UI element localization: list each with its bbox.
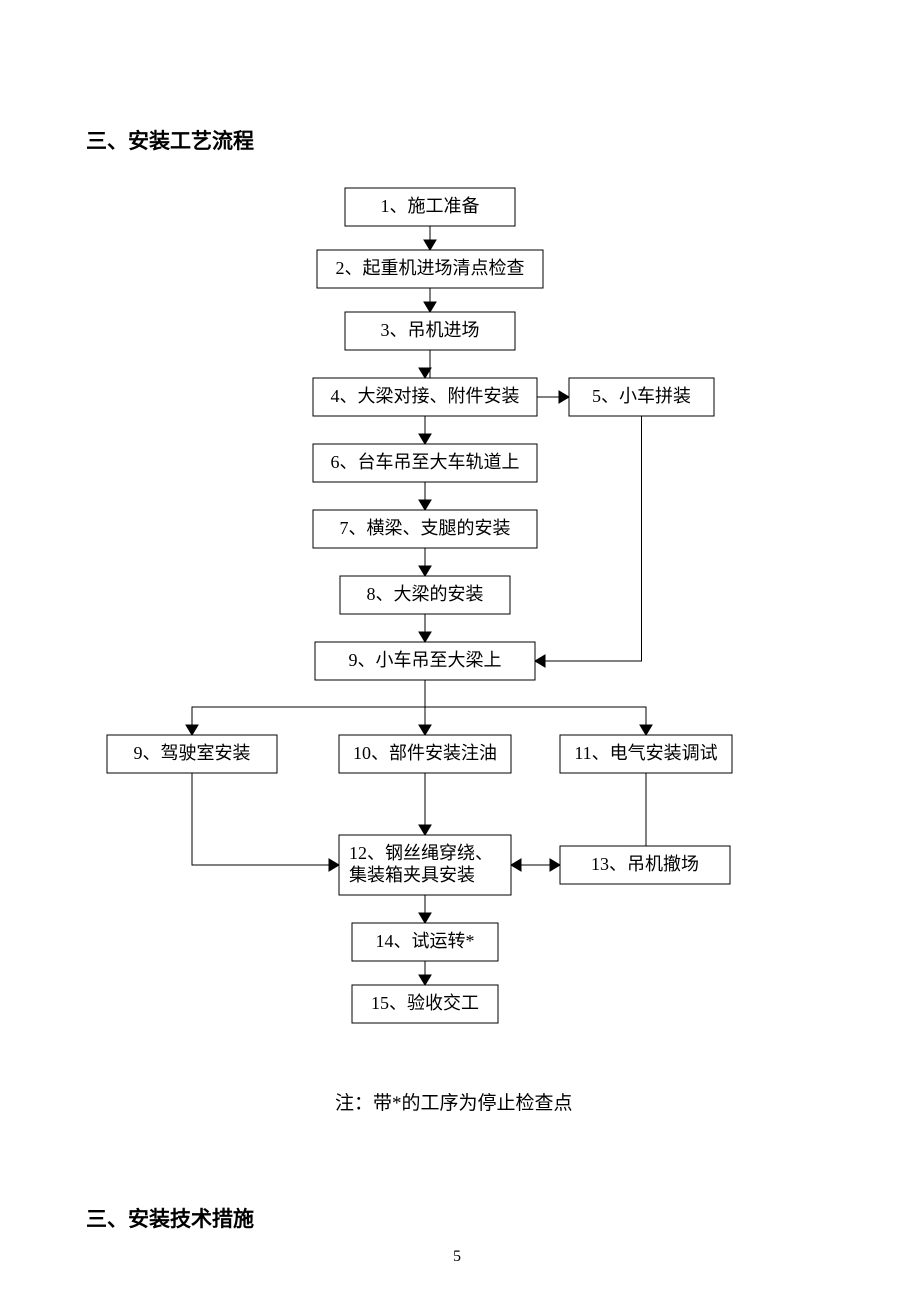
flow-node-label-n9: 9、小车吊至大梁上 bbox=[349, 650, 502, 670]
flow-node-label-n10: 10、部件安装注油 bbox=[353, 743, 497, 763]
page: 三、安装工艺流程 1、施工准备2、起重机进场清点检查3、吊机进场4、大梁对接、附… bbox=[0, 0, 920, 1302]
flow-node-label-n15: 15、验收交工 bbox=[371, 993, 479, 1013]
flow-node-label-n2: 2、起重机进场清点检查 bbox=[336, 258, 525, 278]
flow-node-label-n12-l1: 12、钢丝绳穿绕、 bbox=[349, 843, 493, 863]
flow-node-label-n12-l2: 集装箱夹具安装 bbox=[349, 865, 475, 885]
page-number: 5 bbox=[453, 1248, 461, 1266]
flow-node-label-n7: 7、横梁、支腿的安装 bbox=[340, 518, 511, 538]
flow-node-label-n1: 1、施工准备 bbox=[381, 196, 480, 216]
footnote: 注：带*的工序为停止检查点 bbox=[335, 1088, 573, 1115]
flow-node-label-n3: 3、吊机进场 bbox=[381, 320, 480, 340]
flow-node-label-n14: 14、试运转* bbox=[376, 931, 475, 951]
flow-node-label-n8: 8、大梁的安装 bbox=[367, 584, 484, 604]
flowchart-svg: 1、施工准备 2、起重机进场清点检查 3、吊机进场 4、大梁对接、附件安装 5、小车拼装… bbox=[0, 0, 920, 1100]
flow-node-label-n9b: 9、驾驶室安装 bbox=[134, 743, 251, 763]
section-heading-measures: 三、安装技术措施 bbox=[86, 1203, 254, 1233]
flow-node-label-n11: 11、电气安装调试 bbox=[574, 743, 717, 763]
flow-node-label-n4: 4、大梁对接、附件安装 bbox=[331, 386, 520, 406]
flow-node-label-n6: 6、台车吊至大车轨道上 bbox=[331, 452, 520, 472]
flow-node-label-n13: 13、吊机撤场 bbox=[591, 854, 699, 874]
flow-node-label-n5: 5、小车拼装 bbox=[592, 386, 691, 406]
